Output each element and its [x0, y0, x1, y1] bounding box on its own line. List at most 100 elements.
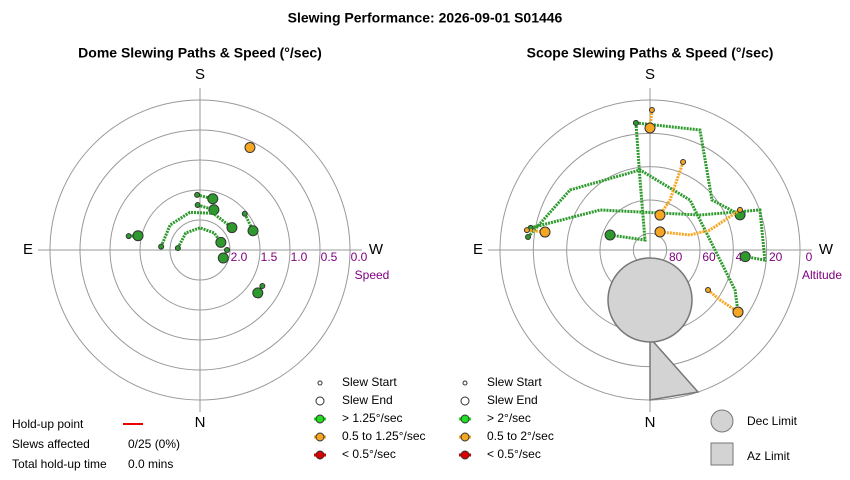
slew-end [247, 225, 259, 237]
slew-path [659, 208, 741, 237]
legend-text: 0.5 to 1.25°/sec [342, 429, 426, 443]
legend-text: Dec Limit [747, 414, 798, 428]
slew-end [732, 306, 744, 318]
holdup-label: Slews affected [12, 437, 90, 451]
slew-end [644, 122, 656, 134]
legend-marker [317, 380, 323, 386]
direction-label: W [369, 241, 384, 258]
az-limit-area [649, 336, 700, 401]
legend-text: Slew Start [487, 375, 542, 389]
data-right [523, 107, 767, 318]
slew-end [654, 209, 666, 221]
slew-start [174, 245, 181, 252]
r-tick-label: 0.5 [321, 250, 338, 264]
slew-path [530, 208, 767, 262]
legend-marker [315, 414, 325, 424]
legend-marker [462, 380, 468, 386]
slew-path [526, 168, 740, 313]
legend-marker [315, 450, 325, 460]
legend-text: Slew End [342, 393, 393, 407]
slew-start [648, 107, 655, 114]
legend-marker [315, 432, 325, 442]
legend-marker [460, 396, 470, 406]
legend-text: Az Limit [747, 449, 790, 463]
r-tick-label: 2.0 [231, 250, 248, 264]
r-tick-label: 1.5 [261, 250, 278, 264]
dec-limit-area [607, 257, 693, 343]
r-tick-label: 80 [669, 250, 683, 264]
legend-text: < 0.5°/sec [487, 447, 541, 461]
direction-label: E [473, 241, 483, 258]
slew-path [159, 210, 233, 248]
slew-path [176, 226, 223, 249]
direction-label: W [819, 241, 834, 258]
direction-label: E [23, 241, 33, 258]
legend-text: > 1.25°/sec [342, 411, 403, 425]
grid-ring [79, 129, 321, 371]
legend-marker [460, 450, 470, 460]
az-limit-icon [710, 442, 734, 466]
slew-start [125, 233, 132, 240]
data-left [125, 142, 266, 299]
grid-ring [49, 99, 351, 401]
grid-left: Dome Slewing Paths & Speed (°/sec) 2.0 1.5… [23, 45, 426, 461]
slew-path [609, 122, 647, 242]
slew-start [680, 159, 687, 166]
slew-start [259, 283, 266, 289]
slew-end [252, 287, 264, 299]
slew-end [539, 226, 551, 238]
slew-end [208, 204, 220, 216]
dec-limit-icon [710, 409, 734, 433]
slew-end [215, 236, 227, 248]
chart-title: Scope Slewing Paths & Speed (°/sec) [527, 45, 774, 61]
legend-text: Slew Start [342, 375, 397, 389]
r-tick-label: 0 [806, 250, 813, 264]
legend-marker [460, 414, 470, 424]
slew-end [226, 222, 238, 234]
radial-axis-label: Altitude [802, 268, 842, 282]
slew-start [224, 247, 230, 253]
slew-start [736, 206, 743, 213]
slew-end [654, 226, 666, 238]
direction-label: N [645, 414, 656, 431]
holdup-label: Total hold-up time [12, 457, 107, 471]
legend-text: < 0.5°/sec [342, 447, 396, 461]
radial-axis-label: Speed [355, 268, 390, 282]
slew-end [207, 193, 219, 205]
chart-title: Dome Slewing Paths & Speed (°/sec) [78, 45, 322, 61]
limits [607, 257, 700, 401]
holdup-info: Hold-up point Slews affected 0/25 (0%) T… [12, 417, 180, 471]
legend-text: 0.5 to 2°/sec [487, 429, 554, 443]
holdup-label: Hold-up point [12, 417, 84, 431]
page-title: Slewing Performance: 2026-09-01 S01446 [288, 10, 563, 26]
legend-marker [315, 396, 325, 406]
slew-path [635, 121, 741, 217]
slew-end [132, 230, 144, 242]
slew-start [525, 233, 532, 240]
slew-path [658, 161, 685, 216]
slew-start [241, 210, 248, 217]
legend-text: > 2°/sec [487, 411, 531, 425]
r-tick-label: 1.0 [291, 250, 308, 264]
direction-label: S [195, 66, 205, 83]
slew-start [194, 202, 201, 209]
slew-start [523, 227, 530, 234]
slew-start [705, 287, 712, 294]
direction-label: N [195, 414, 206, 431]
slew-end [604, 229, 616, 241]
slew-path [707, 288, 739, 314]
slew-start [632, 119, 639, 126]
legend-text: Slew End [487, 393, 538, 407]
holdup-value: 0/25 (0%) [128, 437, 180, 451]
grid-ring [109, 159, 291, 341]
slew-start [194, 191, 201, 198]
grid-ring [139, 189, 261, 311]
direction-label: S [645, 66, 655, 83]
r-tick-label: 20 [769, 250, 783, 264]
slew-end [244, 142, 256, 154]
slew-end [739, 251, 751, 263]
r-tick-label: 60 [702, 250, 716, 264]
r-tick-label: 0.0 [351, 250, 368, 264]
slew-end [217, 252, 229, 264]
